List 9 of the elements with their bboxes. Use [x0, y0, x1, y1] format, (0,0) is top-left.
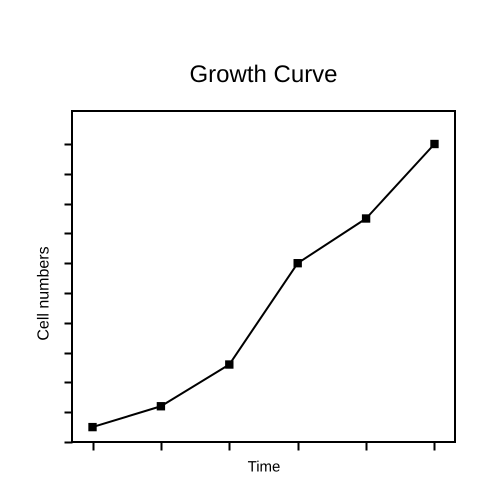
- point: [362, 214, 370, 223]
- point: [225, 360, 234, 369]
- point: [430, 140, 439, 148]
- point: [156, 402, 166, 410]
- point: [88, 422, 97, 432]
- y-axis-title: Cell numbers: [36, 246, 52, 341]
- x-axis-title: Time: [248, 458, 280, 476]
- chart-title: Growth Curve: [189, 61, 338, 88]
- point: [294, 259, 302, 268]
